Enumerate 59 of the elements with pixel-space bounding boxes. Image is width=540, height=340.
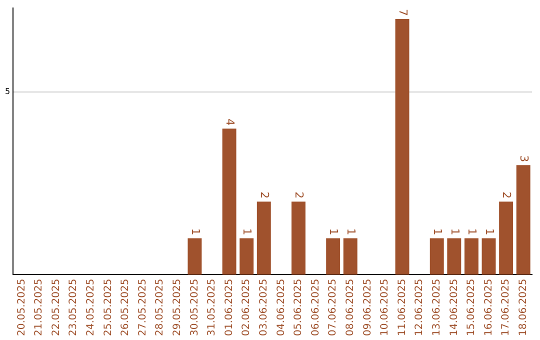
x-tick-label: 16.06.2025 (483, 278, 494, 336)
bar (326, 238, 340, 275)
x-tick-label: 25.05.2025 (102, 278, 114, 336)
x-tick-label: 23.05.2025 (68, 278, 80, 336)
x-tick-label: 20.05.2025 (16, 278, 28, 336)
data-label: 2 (292, 192, 306, 199)
x-tick-label: 29.05.2025 (172, 278, 184, 336)
x-tick-label: 11.06.2025 (396, 278, 408, 336)
x-tick-label: 21.05.2025 (34, 278, 45, 336)
x-tick-label: 01.06.2025 (224, 278, 235, 336)
data-label: 1 (188, 228, 202, 236)
x-tick-label: 18.06.2025 (518, 278, 529, 336)
data-label: 1 (344, 228, 358, 236)
x-tick-label: 02.06.2025 (241, 278, 252, 336)
data-label: 1 (431, 228, 444, 236)
x-tick-label: 03.06.2025 (258, 278, 270, 336)
x-tick-label: 31.05.2025 (206, 278, 218, 336)
bar (516, 165, 530, 275)
x-tick-label: 08.06.2025 (344, 278, 356, 336)
data-label: 2 (500, 192, 514, 199)
x-tick-label: 28.05.2025 (154, 278, 166, 336)
x-tick-label: 22.05.2025 (50, 278, 62, 336)
x-tick-label: 05.06.2025 (293, 278, 304, 336)
bar (499, 202, 514, 275)
x-tick-label: 09.06.2025 (362, 278, 374, 336)
x-tick-label: 24.05.2025 (86, 278, 97, 336)
bar (430, 238, 444, 275)
bar (482, 238, 496, 275)
x-tick-label: 14.06.2025 (448, 278, 460, 336)
x-tick-label: 17.06.2025 (500, 278, 512, 336)
bar (447, 238, 462, 275)
data-label: 1 (466, 228, 479, 236)
bar (256, 202, 271, 275)
x-tick-label: 26.05.2025 (120, 278, 132, 336)
data-label: 1 (482, 228, 496, 236)
bar (188, 238, 202, 275)
x-tick-label: 30.05.2025 (189, 278, 200, 336)
bar (395, 18, 410, 275)
x-tick-label: 10.06.2025 (380, 278, 391, 336)
bar (292, 202, 306, 275)
data-label: 1 (240, 228, 254, 236)
x-tick-label: 15.06.2025 (466, 278, 478, 336)
x-tick-label: 07.06.2025 (328, 278, 339, 336)
data-label: 1 (448, 228, 462, 236)
x-tick-label: 13.06.2025 (431, 278, 442, 336)
data-label: 1 (327, 228, 340, 236)
data-label: 4 (223, 118, 236, 126)
bar (343, 238, 358, 275)
y-tick-label: 5 (4, 87, 10, 96)
bar (464, 238, 478, 275)
data-label: 7 (396, 8, 410, 16)
x-tick-label: 12.06.2025 (414, 278, 426, 336)
data-label: 3 (517, 155, 530, 162)
x-tick-label: 04.06.2025 (276, 278, 287, 336)
x-tick-label: 27.05.2025 (137, 278, 148, 336)
data-label: 2 (258, 192, 272, 199)
x-tick-label: 06.06.2025 (310, 278, 322, 336)
bar (222, 128, 236, 275)
bar (240, 238, 254, 275)
